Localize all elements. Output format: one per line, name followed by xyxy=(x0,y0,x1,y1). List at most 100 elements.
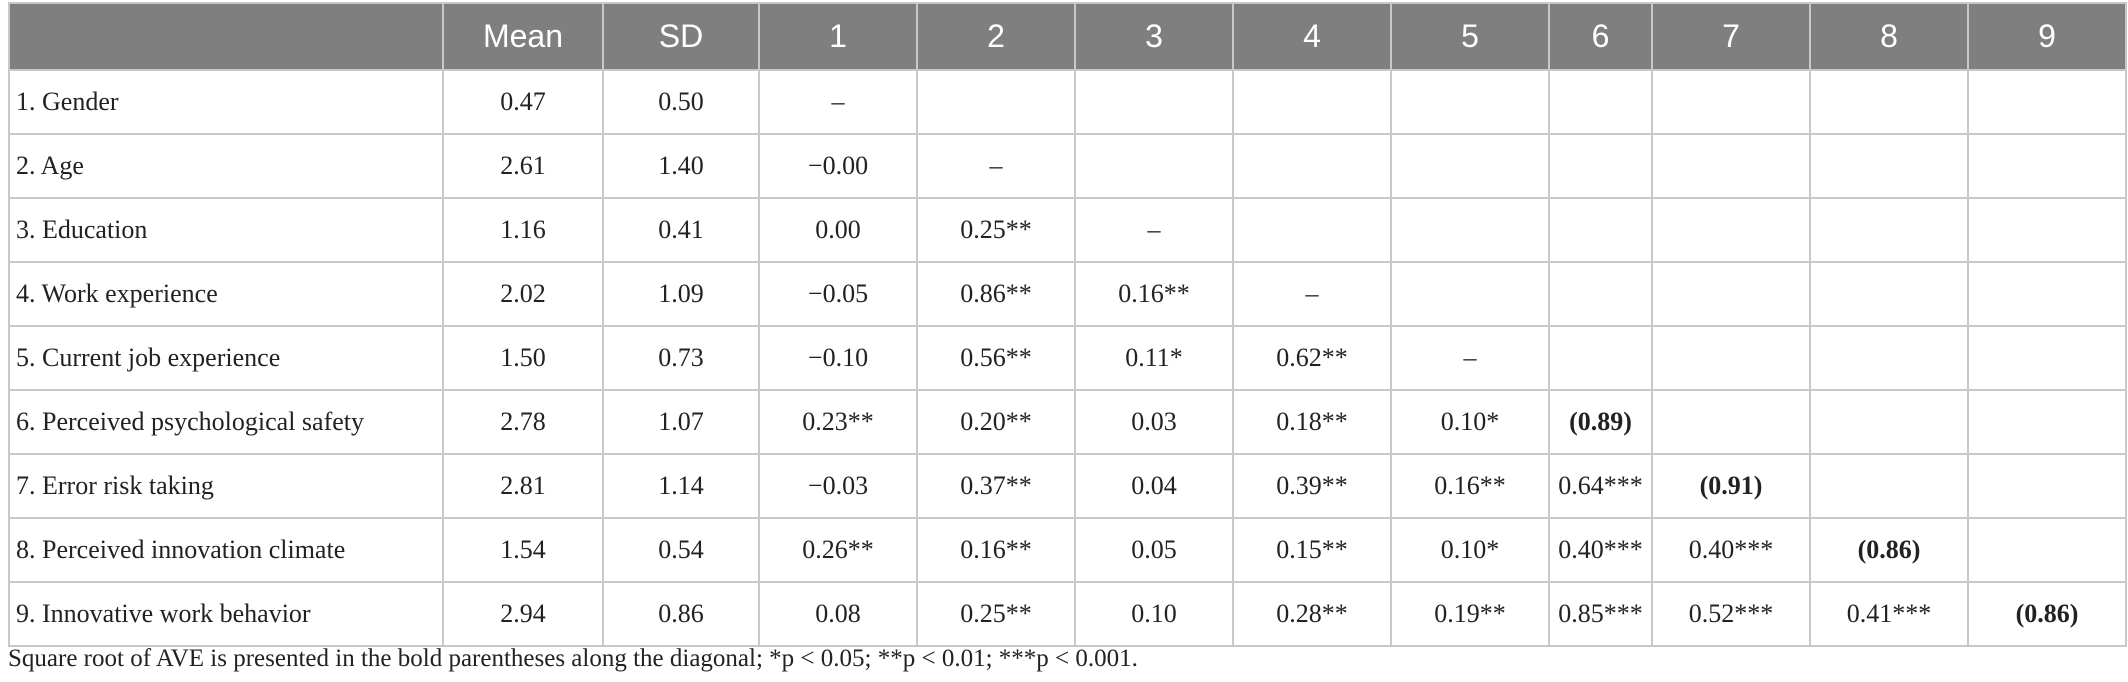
header-cell: 6 xyxy=(1548,2,1653,71)
header-cell: 7 xyxy=(1651,2,1811,71)
table-cell: 0.47 xyxy=(442,69,604,135)
table-row: 6. Perceived psychological safety 2.78 1.0… xyxy=(8,389,2127,455)
table-cell: 0.10* xyxy=(1390,517,1550,583)
empty-cell xyxy=(1548,261,1653,327)
table-cell: – xyxy=(758,69,918,135)
empty-cell xyxy=(1809,133,1969,199)
table-cell: 0.18** xyxy=(1232,389,1392,455)
table-cell: 1.16 xyxy=(442,197,604,263)
table-cell: 0.05 xyxy=(1074,517,1234,583)
table-cell: 0.15** xyxy=(1232,517,1392,583)
table-cell: (0.89) xyxy=(1548,389,1653,455)
header-cell: Mean xyxy=(442,2,604,71)
table-cell: 0.50 xyxy=(602,69,760,135)
table-cell: 0.20** xyxy=(916,389,1076,455)
table-cell: – xyxy=(1074,197,1234,263)
empty-cell xyxy=(1809,261,1969,327)
table-cell: 0.85*** xyxy=(1548,581,1653,647)
header-cell: 3 xyxy=(1074,2,1234,71)
table-cell: 0.56** xyxy=(916,325,1076,391)
table-cell: 0.40*** xyxy=(1548,517,1653,583)
empty-cell xyxy=(1967,517,2127,583)
table-cell: 0.86 xyxy=(602,581,760,647)
table-row: 1. Gender 0.47 0.50– xyxy=(8,69,2127,135)
table-cell: 2.94 xyxy=(442,581,604,647)
header-cell: 2 xyxy=(916,2,1076,71)
empty-cell xyxy=(1651,325,1811,391)
empty-cell xyxy=(1548,133,1653,199)
table-cell: 1.14 xyxy=(602,453,760,519)
table-cell: – xyxy=(916,133,1076,199)
row-label: 2. Age xyxy=(8,133,444,199)
table-cell: 0.54 xyxy=(602,517,760,583)
table-cell: 2.78 xyxy=(442,389,604,455)
empty-cell xyxy=(1967,453,2127,519)
empty-cell xyxy=(1967,261,2127,327)
table-cell: 0.86** xyxy=(916,261,1076,327)
table-row: 9. Innovative work behavior 2.94 0.86 0.08 0… xyxy=(8,581,2127,647)
table-cell: 0.16** xyxy=(1390,453,1550,519)
empty-cell xyxy=(1809,69,1969,135)
empty-cell xyxy=(1809,389,1969,455)
empty-cell xyxy=(1967,197,2127,263)
header-cell: 1 xyxy=(758,2,918,71)
table-body: 1. Gender 0.47 0.50–2. Age 2.61 1.40 −0.00–3.… xyxy=(8,69,2127,647)
row-label: 5. Current job experience xyxy=(8,325,444,391)
empty-cell xyxy=(1390,197,1550,263)
table-cell: 1.54 xyxy=(442,517,604,583)
table-cell: −0.05 xyxy=(758,261,918,327)
empty-cell xyxy=(1651,197,1811,263)
table-cell: 0.40*** xyxy=(1651,517,1811,583)
table-cell: −0.10 xyxy=(758,325,918,391)
header-cell: 4 xyxy=(1232,2,1392,71)
empty-cell xyxy=(1651,69,1811,135)
table-cell: 0.16** xyxy=(1074,261,1234,327)
correlation-table: Mean SD 1 2 3 4 5 6 7 8 9 1. Gender 0.47 0.50–2. Age… xyxy=(8,2,2127,647)
empty-cell xyxy=(1548,69,1653,135)
table-row: 7. Error risk taking 2.81 1.14 −0.03 0.37** 0… xyxy=(8,453,2127,519)
table-cell: 0.37** xyxy=(916,453,1076,519)
table-cell: 0.10* xyxy=(1390,389,1550,455)
row-label: 8. Perceived innovation climate xyxy=(8,517,444,583)
table-cell: −0.00 xyxy=(758,133,918,199)
footnote: Square root of AVE is presented in the b… xyxy=(8,645,1138,672)
empty-cell xyxy=(1651,261,1811,327)
table-cell: 0.73 xyxy=(602,325,760,391)
table-row: 3. Education 1.16 0.41 0.00 0.25** – xyxy=(8,197,2127,263)
table-cell: 2.02 xyxy=(442,261,604,327)
table-row: 4. Work experience 2.02 1.09 −0.05 0.86** 0.1… xyxy=(8,261,2127,327)
table-cell: 0.41*** xyxy=(1809,581,1969,647)
table-cell: 1.09 xyxy=(602,261,760,327)
table-cell: 0.10 xyxy=(1074,581,1234,647)
table-cell: 0.00 xyxy=(758,197,918,263)
row-label: 4. Work experience xyxy=(8,261,444,327)
table-cell: 2.61 xyxy=(442,133,604,199)
header-cell: 8 xyxy=(1809,2,1969,71)
table-cell: 0.23** xyxy=(758,389,918,455)
empty-cell xyxy=(1390,261,1550,327)
header-row: Mean SD 1 2 3 4 5 6 7 8 9 xyxy=(8,2,2127,71)
empty-cell xyxy=(1074,69,1234,135)
empty-cell xyxy=(1390,69,1550,135)
table-cell: 0.41 xyxy=(602,197,760,263)
empty-cell xyxy=(1074,133,1234,199)
table-cell: −0.03 xyxy=(758,453,918,519)
table-cell: (0.91) xyxy=(1651,453,1811,519)
table-cell: 0.26** xyxy=(758,517,918,583)
row-label: 6. Perceived psychological safety xyxy=(8,389,444,455)
empty-cell xyxy=(1232,69,1392,135)
table-cell: 0.16** xyxy=(916,517,1076,583)
row-label: 1. Gender xyxy=(8,69,444,135)
table-cell: 0.52*** xyxy=(1651,581,1811,647)
table-cell: 0.03 xyxy=(1074,389,1234,455)
empty-cell xyxy=(1232,133,1392,199)
table-row: 8. Perceived innovation climate 1.54 0.54 0… xyxy=(8,517,2127,583)
row-label: 3. Education xyxy=(8,197,444,263)
table-cell: 1.50 xyxy=(442,325,604,391)
table-cell: (0.86) xyxy=(1809,517,1969,583)
table-cell: 0.64*** xyxy=(1548,453,1653,519)
table-row: 2. Age 2.61 1.40 −0.00– xyxy=(8,133,2127,199)
empty-cell xyxy=(1809,453,1969,519)
table-cell: 0.28** xyxy=(1232,581,1392,647)
